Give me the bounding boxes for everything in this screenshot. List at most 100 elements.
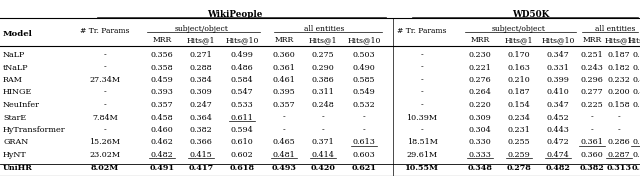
Text: 0.276: 0.276 — [468, 76, 492, 84]
Text: 0.311: 0.311 — [312, 89, 335, 96]
Text: 0.360: 0.360 — [273, 51, 296, 59]
Text: 0.533: 0.533 — [230, 101, 253, 109]
Text: 0.503: 0.503 — [353, 51, 375, 59]
Text: 0.452: 0.452 — [547, 114, 570, 121]
Text: -: - — [104, 51, 106, 59]
Text: 0.513: 0.513 — [632, 164, 640, 171]
Text: WikiPeople: WikiPeople — [207, 10, 262, 19]
Text: 0.251: 0.251 — [580, 51, 604, 59]
Text: Hits@1: Hits@1 — [505, 36, 533, 44]
Text: 0.500: 0.500 — [633, 151, 640, 159]
Text: 0.333: 0.333 — [468, 151, 492, 159]
Text: Hits@1: Hits@1 — [308, 36, 337, 44]
Text: 0.585: 0.585 — [353, 76, 375, 84]
Text: 0.386: 0.386 — [312, 76, 334, 84]
Text: 27.34M: 27.34M — [90, 76, 120, 84]
Text: 0.277: 0.277 — [580, 89, 604, 96]
Text: 0.366: 0.366 — [189, 139, 212, 146]
Text: 0.361: 0.361 — [273, 64, 296, 71]
Text: -: - — [420, 89, 424, 96]
Text: -: - — [283, 126, 285, 134]
Text: 0.501: 0.501 — [633, 139, 640, 146]
Text: 0.331: 0.331 — [547, 64, 570, 71]
Text: 0.417: 0.417 — [188, 164, 214, 171]
Text: 0.187: 0.187 — [508, 89, 531, 96]
Text: 0.549: 0.549 — [353, 89, 376, 96]
Text: 0.493: 0.493 — [271, 164, 296, 171]
Text: -: - — [618, 126, 620, 134]
Text: 0.360: 0.360 — [580, 151, 604, 159]
Text: HyTransformer: HyTransformer — [3, 126, 66, 134]
Text: HINGE: HINGE — [3, 89, 32, 96]
Text: 0.584: 0.584 — [230, 76, 253, 84]
Text: 0.355: 0.355 — [633, 101, 640, 109]
Text: 0.278: 0.278 — [507, 164, 531, 171]
Text: 0.330: 0.330 — [468, 139, 492, 146]
Text: 0.481: 0.481 — [273, 151, 296, 159]
Text: -: - — [322, 126, 324, 134]
Text: 0.482: 0.482 — [150, 151, 173, 159]
Text: 0.243: 0.243 — [580, 64, 604, 71]
Text: 0.547: 0.547 — [230, 89, 253, 96]
Text: Hits@10: Hits@10 — [541, 36, 575, 44]
Text: 0.275: 0.275 — [312, 51, 334, 59]
Text: WD50K: WD50K — [513, 10, 550, 19]
Text: all entities: all entities — [304, 25, 344, 33]
Text: subject/object: subject/object — [175, 25, 229, 33]
Text: 10.39M: 10.39M — [406, 114, 438, 121]
Text: 0.420: 0.420 — [310, 164, 335, 171]
Text: 0.356: 0.356 — [150, 51, 173, 59]
Text: all entities: all entities — [595, 25, 635, 33]
Text: 0.474: 0.474 — [547, 151, 570, 159]
Text: 0.210: 0.210 — [508, 76, 531, 84]
Text: 0.290: 0.290 — [312, 64, 334, 71]
Text: 0.462: 0.462 — [150, 139, 173, 146]
Text: 0.384: 0.384 — [189, 76, 212, 84]
Text: Hits@1: Hits@1 — [605, 36, 633, 44]
Text: 0.414: 0.414 — [312, 151, 335, 159]
Text: 0.416: 0.416 — [632, 76, 640, 84]
Text: 0.602: 0.602 — [230, 151, 253, 159]
Text: 0.259: 0.259 — [508, 151, 531, 159]
Text: 0.163: 0.163 — [508, 64, 531, 71]
Text: 0.158: 0.158 — [608, 101, 630, 109]
Text: 0.382: 0.382 — [580, 164, 604, 171]
Text: -: - — [591, 126, 593, 134]
Text: 0.460: 0.460 — [150, 126, 173, 134]
Text: 0.286: 0.286 — [607, 139, 630, 146]
Text: 0.486: 0.486 — [230, 64, 253, 71]
Text: GRAN: GRAN — [3, 139, 28, 146]
Text: -: - — [104, 101, 106, 109]
Text: -: - — [322, 114, 324, 121]
Text: 0.154: 0.154 — [508, 101, 531, 109]
Text: 0.382: 0.382 — [189, 126, 212, 134]
Text: 0.499: 0.499 — [230, 51, 253, 59]
Text: 0.459: 0.459 — [150, 76, 173, 84]
Text: 0.182: 0.182 — [607, 64, 630, 71]
Text: 18.51M: 18.51M — [406, 139, 437, 146]
Text: 0.231: 0.231 — [508, 126, 531, 134]
Text: # Tr. Params: # Tr. Params — [80, 27, 130, 35]
Text: 0.313: 0.313 — [607, 164, 632, 171]
Text: 0.200: 0.200 — [608, 89, 630, 96]
Text: -: - — [283, 114, 285, 121]
Text: 0.360: 0.360 — [632, 64, 640, 71]
Text: Hits@10: Hits@10 — [627, 36, 640, 44]
Text: 0.221: 0.221 — [468, 64, 492, 71]
Text: MRR: MRR — [275, 36, 294, 44]
Text: 0.443: 0.443 — [547, 126, 570, 134]
Text: 0.375: 0.375 — [633, 51, 640, 59]
Text: NaLP: NaLP — [3, 51, 25, 59]
Text: 0.264: 0.264 — [468, 89, 492, 96]
Text: 0.415: 0.415 — [189, 151, 212, 159]
Text: 0.613: 0.613 — [353, 139, 376, 146]
Text: -: - — [420, 101, 424, 109]
Text: 0.393: 0.393 — [150, 89, 173, 96]
Text: 0.220: 0.220 — [468, 101, 492, 109]
Text: -: - — [420, 76, 424, 84]
Text: 0.532: 0.532 — [353, 101, 376, 109]
Text: 0.458: 0.458 — [150, 114, 173, 121]
Text: RAM: RAM — [3, 76, 23, 84]
Text: 0.187: 0.187 — [608, 51, 630, 59]
Text: 0.618: 0.618 — [230, 164, 255, 171]
